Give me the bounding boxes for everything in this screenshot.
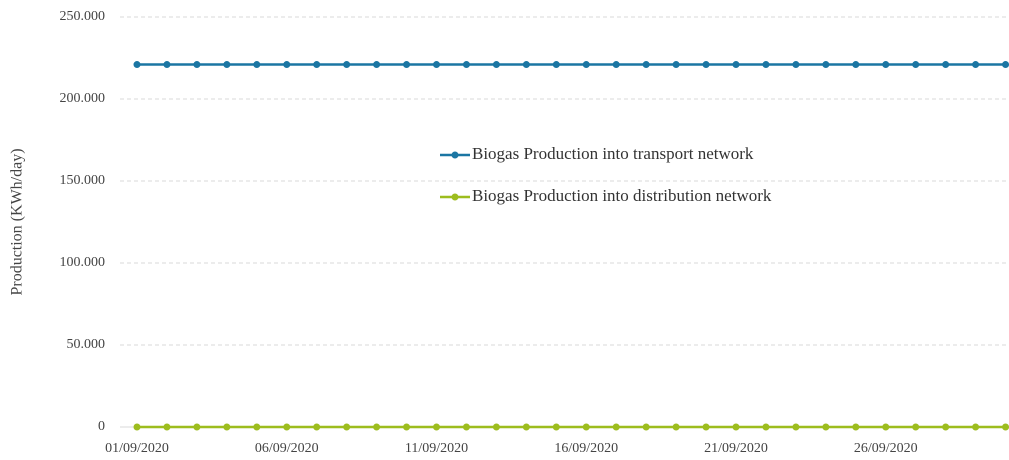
- series-point: [792, 423, 800, 431]
- series-point: [433, 61, 440, 69]
- series-point: [373, 423, 381, 431]
- series-point: [403, 61, 411, 69]
- series-point: [672, 61, 680, 69]
- y-tick-label: 100.000: [60, 255, 106, 270]
- series-point: [912, 423, 920, 431]
- series-point: [163, 61, 171, 69]
- series-point: [223, 61, 231, 69]
- series-point: [193, 61, 201, 69]
- y-tick-label: 250.000: [60, 9, 106, 24]
- series-point: [762, 423, 770, 431]
- series-point: [193, 423, 201, 431]
- series-point: [283, 61, 291, 69]
- series-point: [582, 61, 590, 69]
- series-point: [642, 423, 650, 431]
- series-point: [1002, 61, 1009, 69]
- series-point: [852, 61, 860, 69]
- x-tick-label: 01/09/2020: [105, 441, 169, 456]
- x-tick-label: 21/09/2020: [704, 441, 768, 456]
- y-tick-label: 200.000: [60, 91, 106, 106]
- series-point: [702, 423, 710, 431]
- legend-marker: [451, 193, 459, 201]
- series-point: [732, 61, 740, 69]
- x-tick-label: 11/09/2020: [405, 441, 468, 456]
- series-point: [373, 61, 381, 69]
- series-point: [702, 61, 710, 69]
- series-point: [283, 423, 291, 431]
- series-point: [972, 61, 980, 69]
- legend-label: Biogas Production into distribution netw…: [472, 186, 772, 205]
- y-axis-title: Production (KWh/day): [9, 148, 26, 295]
- series-point: [822, 423, 830, 431]
- series-point: [732, 423, 740, 431]
- x-tick-label: 06/09/2020: [255, 441, 319, 456]
- series-point: [253, 423, 261, 431]
- series-point: [462, 423, 470, 431]
- series-point: [552, 61, 560, 69]
- series-point: [313, 61, 321, 69]
- series-point: [253, 61, 261, 69]
- series-point: [522, 423, 530, 431]
- series-point: [403, 423, 411, 431]
- series-point: [462, 61, 470, 69]
- series-point: [133, 423, 141, 431]
- series-point: [1002, 423, 1009, 431]
- series-point: [762, 61, 770, 69]
- series-point: [882, 61, 890, 69]
- series-point: [433, 423, 440, 431]
- series-point: [223, 423, 231, 431]
- series-point: [672, 423, 680, 431]
- series-point: [972, 423, 980, 431]
- legend-marker: [451, 151, 459, 159]
- series-point: [612, 61, 620, 69]
- series-point: [642, 61, 650, 69]
- y-tick-label: 150.000: [60, 173, 106, 188]
- series-point: [942, 61, 950, 69]
- series-point: [582, 423, 590, 431]
- series-point: [912, 61, 920, 69]
- series-point: [133, 61, 141, 69]
- series-point: [822, 61, 830, 69]
- series-point: [492, 61, 500, 69]
- series-point: [492, 423, 500, 431]
- series-point: [522, 61, 530, 69]
- series-point: [343, 423, 351, 431]
- series-point: [792, 61, 800, 69]
- legend-label: Biogas Production into transport network: [472, 144, 754, 163]
- series-point: [612, 423, 620, 431]
- y-tick-label: 50.000: [67, 337, 106, 352]
- series-point: [552, 423, 560, 431]
- series-point: [852, 423, 860, 431]
- series-point: [882, 423, 890, 431]
- x-tick-label: 16/09/2020: [554, 441, 618, 456]
- y-tick-label: 0: [98, 419, 105, 434]
- series-point: [942, 423, 950, 431]
- series-point: [163, 423, 171, 431]
- series-point: [343, 61, 351, 69]
- x-tick-label: 26/09/2020: [854, 441, 918, 456]
- series-point: [313, 423, 321, 431]
